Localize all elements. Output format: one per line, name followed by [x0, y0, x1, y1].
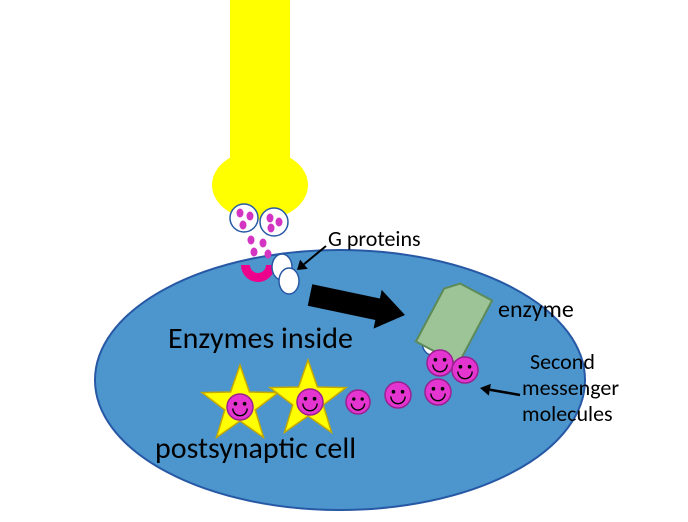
messenger-molecule	[227, 394, 253, 420]
messenger-molecule	[452, 357, 478, 383]
label-messenger: messenger	[522, 374, 619, 401]
diagram-root: G proteins enzyme Enzymes inside postsyn…	[0, 0, 688, 522]
neurotransmitter-dot	[267, 214, 274, 223]
synaptic-bouton	[212, 150, 308, 220]
label-enzymes-inside: Enzymes inside	[168, 320, 353, 357]
neurotransmitter-dot	[268, 224, 275, 233]
label-second: Second	[530, 348, 595, 375]
label-molecules: molecules	[522, 400, 613, 427]
neurotransmitter-dot	[260, 239, 267, 248]
neurotransmitter-dot	[247, 212, 254, 221]
messenger-molecule	[425, 379, 451, 405]
messenger-molecule	[297, 389, 323, 415]
postsynaptic-cell-shape	[95, 250, 585, 510]
neurotransmitter-dot	[248, 236, 255, 245]
label-g-proteins: G proteins	[328, 225, 421, 252]
vesicle	[260, 208, 288, 236]
label-postsynaptic-cell: postsynaptic cell	[155, 430, 356, 467]
neurotransmitter-dot	[265, 250, 272, 259]
neurotransmitter-dot	[251, 248, 258, 257]
messenger-molecule	[385, 382, 411, 408]
g-protein-shape	[279, 268, 299, 294]
axon-shaft	[230, 0, 290, 160]
neurotransmitter-dot	[240, 221, 247, 230]
messenger-molecule	[427, 350, 453, 376]
neurotransmitter-dot	[237, 209, 244, 218]
neurotransmitter-dot	[276, 218, 283, 227]
messenger-molecule	[346, 390, 370, 414]
label-enzyme: enzyme	[498, 295, 574, 324]
